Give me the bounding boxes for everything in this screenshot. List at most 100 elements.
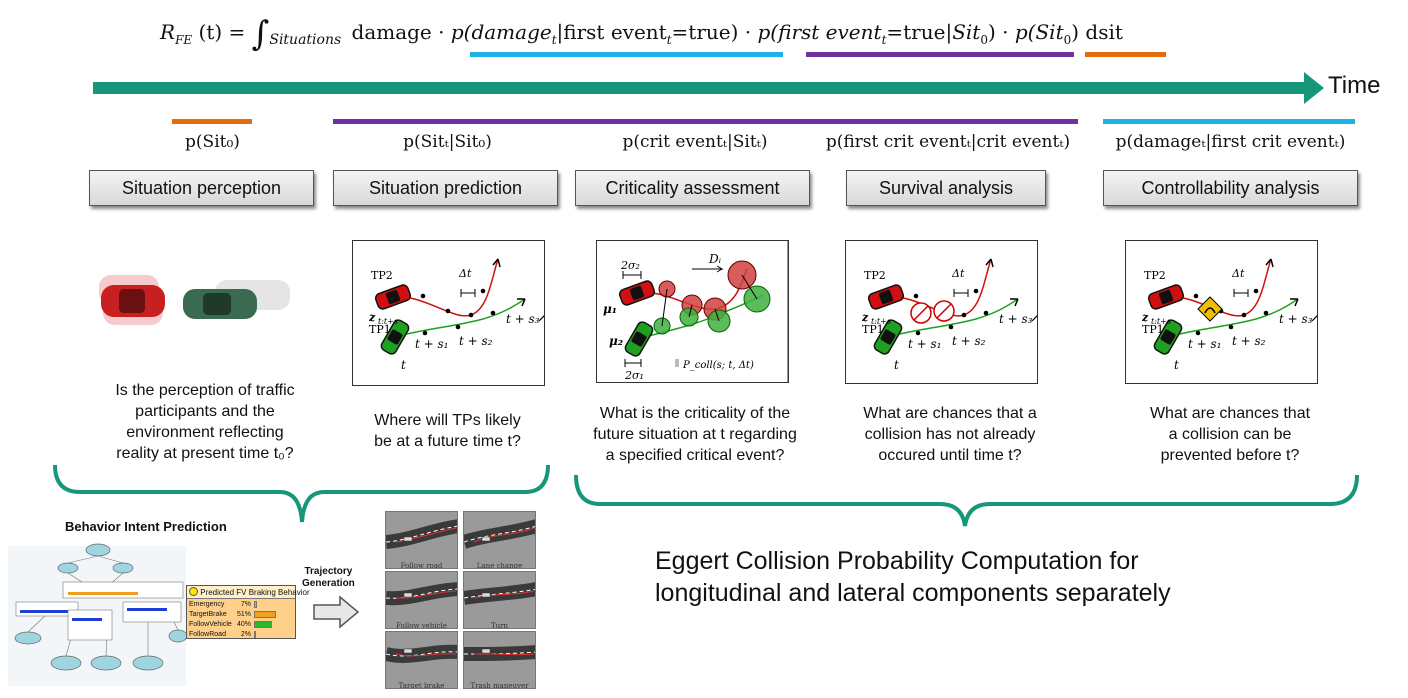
- question-survival: What are chances that a collision has not…: [863, 405, 1037, 464]
- tp2-label: TP2: [1144, 269, 1166, 282]
- t-s1-label: t + s₁: [1188, 337, 1221, 351]
- node-indicator-icon: [189, 587, 198, 596]
- road-tile: Lane change: [463, 511, 536, 569]
- braking-row: TargetBrake 51%: [187, 609, 295, 619]
- question-prediction: Where will TPs likely be at a future time…: [374, 412, 521, 450]
- trajectory-point: [915, 330, 921, 336]
- road-tile-caption: Turn: [490, 622, 509, 629]
- tp1-car-icon: [1153, 319, 1183, 355]
- road-tile: Turn: [463, 571, 536, 629]
- z-sub-label: t:t+s: [1151, 317, 1171, 326]
- stage-box-survival[interactable]: Survival analysis: [846, 170, 1046, 206]
- sigma2-label: 2σ₂: [620, 259, 640, 272]
- road-tile-caption: Follow road: [400, 562, 443, 569]
- road-tile-caption: Lane change: [476, 562, 523, 569]
- t-s3-label: t + s₃: [1279, 312, 1313, 326]
- distance-line: [741, 274, 758, 300]
- t-label: t: [894, 358, 899, 372]
- stage-box-perception[interactable]: Situation perception: [89, 170, 314, 206]
- stage-box-prediction[interactable]: Situation prediction: [333, 170, 558, 206]
- tp1-trajectory: [1167, 298, 1299, 338]
- trajectory-point: [1193, 293, 1199, 299]
- formula-damage: damage ·: [351, 20, 445, 44]
- question-criticality: What is the criticality of the future sit…: [593, 405, 797, 464]
- z-label: z: [861, 311, 869, 324]
- trajectory-point: [1253, 288, 1259, 294]
- prob-label-perception: p(Sit₀): [185, 132, 240, 152]
- prob-label-prediction: p(Sitₜ|Sit₀): [403, 132, 492, 152]
- stage-box-criticality[interactable]: Criticality assessment: [575, 170, 810, 206]
- braking-row: Emergency 7%: [187, 599, 295, 609]
- t-s2-label: t + s₂: [952, 334, 986, 348]
- road-tile: Follow vehicle: [385, 571, 458, 629]
- road-scene-image: [386, 632, 457, 678]
- tp2-label: TP2: [864, 269, 886, 282]
- t-s1-label: t + s₁: [415, 337, 448, 351]
- perceived-cars-image: [99, 275, 290, 325]
- tp1-arrowhead: [1290, 298, 1299, 307]
- t-label: t: [1174, 358, 1179, 372]
- braking-rows: Emergency 7% TargetBrake 51% FollowVehicle 40…: [187, 599, 295, 639]
- braking-row-name: FollowRoad: [189, 630, 226, 638]
- di-label: Dᵢ: [708, 252, 722, 266]
- t-s2-label: t + s₂: [1232, 334, 1266, 348]
- braking-row-percent: 7%: [240, 600, 251, 608]
- trajectory-point: [480, 288, 486, 294]
- bayes-network-image: [8, 543, 186, 686]
- z-sub-label: t:t+s: [378, 317, 398, 326]
- braking-row-name: TargetBrake: [189, 610, 227, 618]
- braking-row-name: FollowVehicle: [189, 620, 232, 628]
- tp1-arrowhead: [1010, 298, 1019, 307]
- trajectory-point: [420, 293, 426, 299]
- braking-row-percent: 40%: [236, 620, 251, 628]
- road-scene-image: [464, 512, 535, 558]
- trajectory-point: [490, 310, 496, 316]
- distance-line: [714, 308, 720, 322]
- formula-lhs: R: [160, 20, 176, 44]
- tp2-car-icon: [1147, 284, 1185, 310]
- mu1-label: μ₁: [603, 302, 617, 316]
- question-controllability: What are chances that a collision can be p…: [1149, 405, 1311, 464]
- prob-label-controllability: p(damageₜ|first crit eventₜ): [1115, 132, 1346, 152]
- trajectory-point: [948, 324, 954, 330]
- tp1-label: TP1: [369, 323, 391, 336]
- trajectory-point: [913, 293, 919, 299]
- eggert-description: Eggert Collision Probability Computation…: [655, 547, 1171, 607]
- stage-box-controllability[interactable]: Controllability analysis: [1103, 170, 1358, 206]
- t-s2-label: t + s₂: [459, 334, 493, 348]
- trajectory-point: [422, 330, 428, 336]
- t-s3-label: t + s₃: [999, 312, 1033, 326]
- braking-row-percent: 2%: [240, 630, 251, 638]
- tp1-trajectory: [394, 298, 526, 338]
- braking-behavior-box: Predicted FV Braking Behavior Emergency 7…: [186, 585, 310, 639]
- delta-t-bracket: [1233, 289, 1249, 297]
- road-tile-caption: Target brake: [398, 682, 445, 689]
- tp1-label: TP1: [1142, 323, 1164, 336]
- distance-line: [661, 288, 668, 327]
- delta-t-label: Δt: [951, 267, 965, 280]
- risk-formula: RFE (t) = ∫Situations damage · p(damaget…: [160, 14, 1123, 54]
- trajectory-point: [1263, 310, 1269, 316]
- delta-t-bracket: [953, 289, 969, 297]
- road-tile: Trash maneuver class: [463, 631, 536, 689]
- delta-t-bracket: [460, 289, 476, 297]
- tp1-label: TP1: [862, 323, 884, 336]
- formula-lhs-sub: FE: [175, 33, 193, 47]
- braking-row: FollowRoad 2%: [187, 629, 295, 639]
- road-tile-caption: Follow vehicle: [396, 622, 447, 629]
- z-sub-label: t:t+s: [871, 317, 891, 326]
- t-s1-label: t + s₁: [908, 337, 941, 351]
- panel-criticality: 2σ₂ Dᵢ μ₁ μ₂ 2σ₁ P_coll(s; t, Δt): [596, 240, 789, 383]
- braking-row-bar: [254, 620, 272, 628]
- trajectory-point: [455, 324, 461, 330]
- stage-bar-perception: [172, 119, 252, 124]
- tp1-trajectory: [887, 298, 1019, 338]
- braking-row-bar: [254, 600, 257, 608]
- trajectory-point: [1241, 312, 1247, 318]
- trajectory-point: [468, 312, 474, 318]
- formula-p-damage: p(damaget|first eventt=true) ·: [450, 20, 752, 47]
- timeline-arrow: [93, 72, 1324, 104]
- z-label: z: [368, 311, 376, 324]
- road-tile: Target brake: [385, 631, 458, 689]
- prob-label-survival: p(first crit eventₜ|crit eventₜ): [825, 132, 1071, 152]
